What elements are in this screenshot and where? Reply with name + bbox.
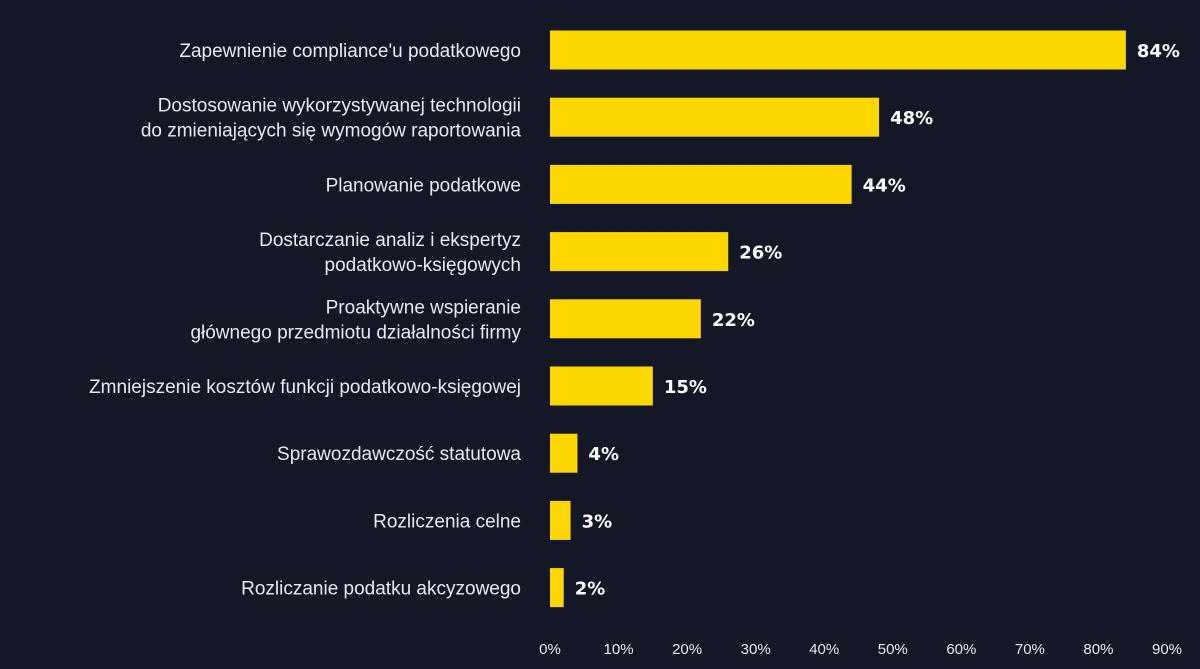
x-axis-ticks-group: 0% 10% 20% 30% 40% 50% 60% 70% 80% 90% [539,641,1182,658]
category-label-line: Zapewnienie compliance'u podatkowego [179,41,521,62]
category-labels-group: Zapewnienie compliance'u podatkowego Dost… [89,41,521,600]
category-label-line: głównego przedmiotu działalności firmy [190,322,521,343]
category-label: Rozliczenia celne [373,511,521,532]
category-label-line: podatkowo-księgowych [325,255,521,276]
bars-group [550,30,1126,608]
value-labels-group: 84% 48% 44% 26% 22% 15% 4% 3% 2% [575,41,1180,600]
bar [550,299,701,339]
category-label-line: Zmniejszenie kosztów funkcji podatkowo-k… [89,377,521,398]
x-tick-label: 10% [604,641,634,658]
category-label: Rozliczanie podatku akcyzowego [241,579,521,600]
category-label-line: Proaktywne wspieranie [326,297,521,318]
bar [550,164,852,204]
category-label-line: Rozliczanie podatku akcyzowego [241,579,521,600]
x-tick-label: 80% [1083,641,1113,658]
category-label-line: Sprawozdawczość statutowa [277,444,521,465]
category-label: Planowanie podatkowe [326,175,521,196]
x-tick-label: 40% [809,641,839,658]
bar [550,366,653,406]
category-label: Proaktywne wspieranie głównego przedmiotu… [190,297,521,343]
x-tick-label: 50% [878,641,908,658]
category-label-line: do zmieniających się wymogów raportowani… [141,121,522,142]
x-tick-label: 70% [1015,641,1045,658]
category-label-line: Rozliczenia celne [373,511,521,532]
value-label: 3% [582,511,613,532]
bar [550,97,880,137]
category-label: Dostosowanie wykorzystywanej technologii… [141,96,522,142]
category-label-line: Dostarczanie analiz i ekspertyz [259,230,521,251]
value-label: 22% [712,310,755,331]
value-label: 2% [575,579,606,600]
category-label-line: Dostosowanie wykorzystywanej technologii [158,96,521,117]
x-tick-label: 30% [741,641,771,658]
category-label: Dostarczanie analiz i ekspertyz podatkowo… [259,230,521,276]
value-label: 4% [588,444,619,465]
value-label: 44% [863,175,906,196]
bar [550,568,564,608]
bar [550,433,578,473]
category-label-line: Planowanie podatkowe [326,175,521,196]
category-label: Zapewnienie compliance'u podatkowego [179,41,521,62]
x-tick-label: 60% [946,641,976,658]
value-label: 26% [739,243,782,264]
x-tick-label: 0% [539,641,561,658]
value-label: 48% [890,108,933,129]
bar [550,30,1126,70]
value-label: 84% [1137,41,1180,62]
category-label: Sprawozdawczość statutowa [277,444,521,465]
x-tick-label: 90% [1152,641,1182,658]
category-label: Zmniejszenie kosztów funkcji podatkowo-k… [89,377,521,398]
bar [550,500,571,540]
bar [550,232,729,272]
value-label: 15% [664,377,707,398]
x-tick-label: 20% [672,641,702,658]
